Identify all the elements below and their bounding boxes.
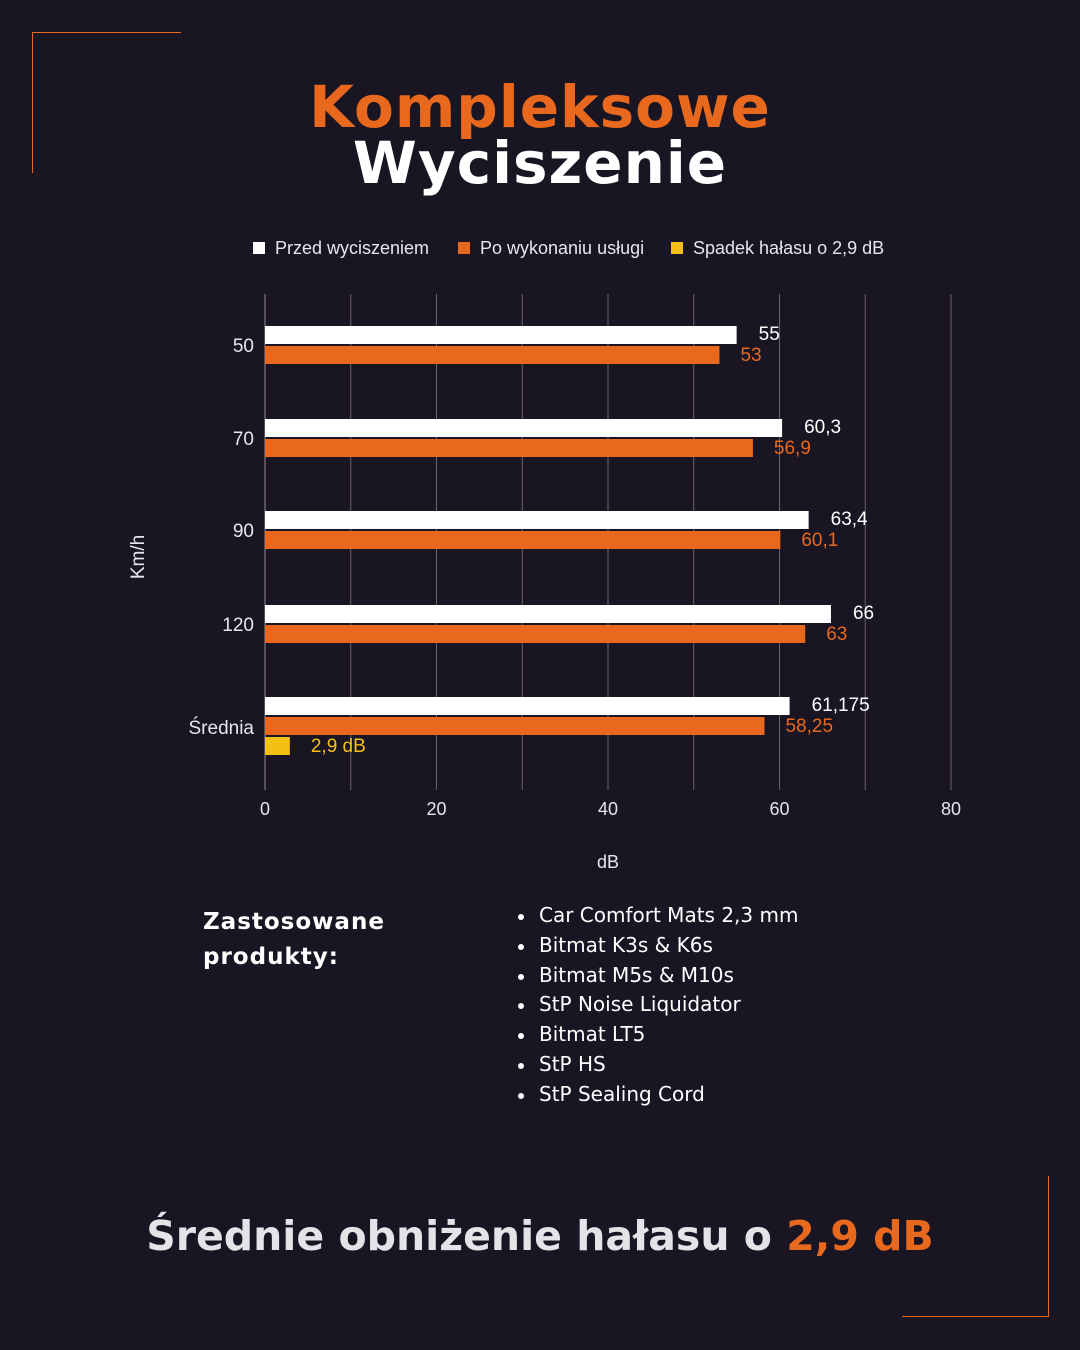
product-item: Bitmat K3s & K6s	[516, 931, 798, 961]
legend-swatch	[671, 242, 683, 254]
x-axis-label: dB	[597, 852, 619, 872]
bar	[265, 326, 737, 344]
legend-swatch	[253, 242, 265, 254]
category-label: 120	[222, 615, 254, 636]
corner-frame-bottom-right	[902, 1176, 1049, 1317]
data-label: 56,9	[774, 438, 811, 459]
data-label: 60,1	[801, 530, 838, 551]
x-tick-label: 0	[260, 799, 270, 819]
bar	[265, 439, 753, 457]
product-item: Bitmat LT5	[516, 1020, 798, 1050]
data-label: 66	[853, 603, 874, 624]
category-label: 90	[233, 521, 254, 542]
data-label: 2,9 dB	[311, 736, 366, 757]
bar	[265, 717, 765, 735]
x-tick-label: 20	[426, 799, 446, 819]
category-label: Średnia	[189, 717, 255, 739]
data-label: 60,3	[804, 417, 841, 438]
x-tick-label: 80	[941, 799, 961, 819]
products-heading-line-2: produkty:	[203, 944, 339, 970]
page-title: Kompleksowe Wyciszenie	[0, 78, 1080, 192]
category-label: 50	[233, 336, 254, 357]
product-item: Bitmat M5s & M10s	[516, 961, 798, 991]
y-axis-label: Km/h	[128, 535, 149, 579]
x-tick-label: 40	[598, 799, 618, 819]
category-label: 70	[233, 429, 254, 450]
products-heading: Zastosowane produkty:	[203, 905, 503, 975]
data-label: 58,25	[785, 716, 833, 737]
data-label: 53	[740, 345, 761, 366]
footer-text: Średnie obniżenie hałasu o	[146, 1212, 787, 1260]
legend-entry: Przed wyciszeniem	[275, 238, 429, 258]
bar	[265, 697, 790, 715]
footer-highlight: 2,9 dB	[786, 1212, 934, 1260]
footer-summary: Średnie obniżenie hałasu o 2,9 dB	[0, 1212, 1080, 1260]
data-label: 61,175	[812, 695, 870, 716]
product-item: StP HS	[516, 1050, 798, 1080]
bar	[265, 625, 806, 643]
legend-entry: Spadek hałasu o 2,9 dB	[693, 238, 884, 258]
product-item: StP Sealing Cord	[516, 1080, 798, 1110]
title-line-2: Wyciszenie	[352, 129, 728, 197]
corner-frame-top-left	[32, 32, 181, 173]
data-label: 63,4	[831, 509, 868, 530]
title-line-1: Kompleksowe	[309, 73, 771, 141]
bar	[265, 346, 720, 364]
bar	[265, 605, 831, 623]
bar	[265, 531, 781, 549]
bar	[265, 511, 809, 529]
legend-entry: Po wykonaniu usługi	[480, 238, 644, 258]
data-label: 63	[826, 624, 847, 645]
x-tick-label: 60	[769, 799, 789, 819]
products-list: Car Comfort Mats 2,3 mm Bitmat K3s & K6s…	[516, 901, 798, 1110]
product-item: Car Comfort Mats 2,3 mm	[516, 901, 798, 931]
legend-swatch	[458, 242, 470, 254]
products-heading-line-1: Zastosowane	[203, 909, 385, 935]
bar	[265, 737, 290, 755]
data-label: 55	[759, 324, 780, 345]
product-item: StP Noise Liquidator	[516, 990, 798, 1020]
bar	[265, 419, 783, 437]
